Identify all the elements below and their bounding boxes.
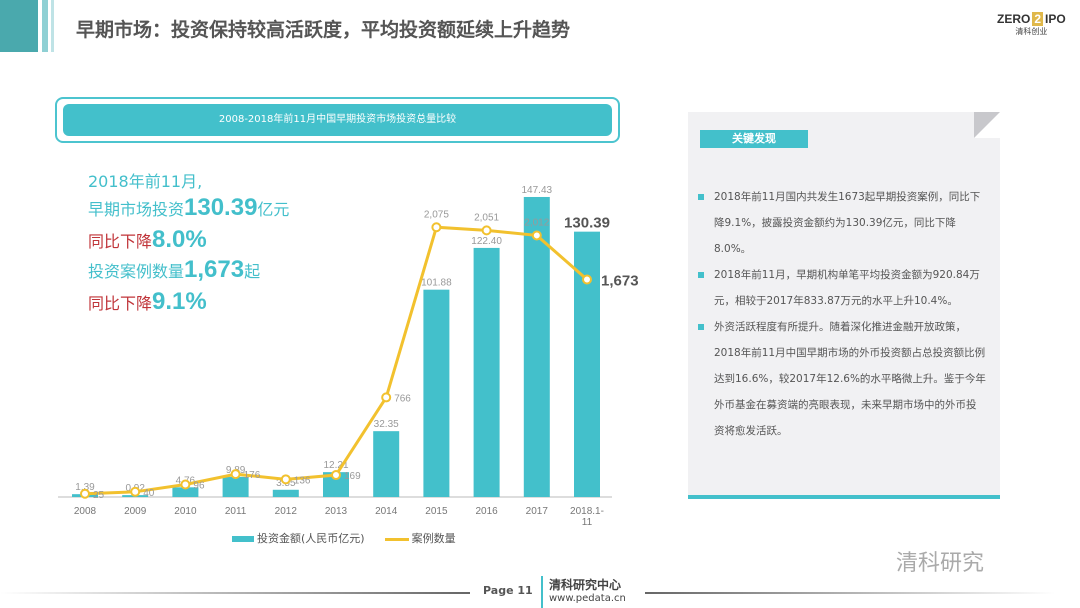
bar	[473, 247, 500, 497]
x-tick-label: 11	[582, 517, 593, 528]
bar-label: 1.39	[75, 482, 95, 493]
count-point	[180, 479, 191, 490]
count-label: 766	[394, 393, 411, 404]
count-point	[582, 274, 592, 285]
count-point	[280, 474, 291, 485]
count-point	[230, 469, 241, 480]
panel-title: 关键发现	[700, 130, 808, 148]
chart-title: 2008-2018年前11月中国早期投资市场投资总量比较	[63, 104, 612, 136]
count-label: 2,075	[424, 209, 449, 220]
bar-label: 130.39	[564, 215, 610, 232]
bar-label: 147.43	[522, 185, 553, 196]
bar-label: 12.21	[323, 460, 348, 471]
bar	[222, 476, 249, 497]
count-label: 96	[193, 481, 205, 492]
x-tick-label: 2012	[275, 506, 298, 517]
x-tick-label: 2016	[475, 506, 498, 517]
x-tick-label: 2017	[526, 506, 549, 517]
count-point	[381, 392, 392, 403]
chart-header-box: 2008-2018年前11月中国早期投资市场投资总量比较	[55, 97, 620, 143]
decor-stripe	[42, 0, 48, 52]
page-number: Page 11	[483, 584, 533, 597]
bar	[523, 196, 550, 497]
count-label: 1,673	[601, 273, 639, 290]
count-label: 40	[143, 488, 155, 499]
count-label: 2,051	[474, 212, 499, 223]
highlight-count-change: 同比下降9.1%	[88, 288, 207, 315]
x-tick-label: 2015	[425, 506, 448, 517]
x-tick-label: 2011	[225, 506, 247, 517]
bar	[172, 487, 199, 497]
count-label: 25	[93, 490, 105, 501]
highlight-count: 投资案例数量1,673起	[88, 256, 261, 283]
count-point	[481, 225, 492, 236]
highlight-line: 2018年前11月,	[88, 172, 203, 191]
key-findings-panel: 关键发现 2018年前11月国内共发生1673起早期投资案例，同比下降9.1%，…	[688, 112, 1000, 499]
footer: Page 11 清科研究中心 www.pedata.cn	[0, 568, 1080, 608]
bar	[423, 289, 450, 497]
x-tick-label: 2014	[375, 506, 398, 517]
highlight-amount-change: 同比下降8.0%	[88, 226, 207, 253]
combo-chart: 1.3920080.9220094.7620109.8920113.552012…	[58, 185, 639, 528]
count-point	[80, 488, 90, 499]
decor-stripe	[51, 0, 54, 52]
finding-item: 2018年前11月，早期机构单笔平均投资金额为920.84万元，相较于2017年…	[698, 262, 986, 314]
count-label: 176	[244, 470, 261, 481]
finding-item: 2018年前11月国内共发生1673起早期投资案例，同比下降9.1%，披露投资金…	[698, 184, 986, 262]
legend-item-count: 案例数量	[384, 530, 456, 546]
bar	[272, 489, 299, 497]
folded-corner	[974, 112, 1000, 138]
legend: 投资金额(人民币亿元) 案例数量	[232, 530, 456, 546]
highlight-amount: 早期市场投资130.39亿元	[88, 194, 290, 221]
x-tick-label: 2009	[124, 506, 147, 517]
decor-stripe	[0, 0, 38, 52]
footer-org: 清科研究中心	[549, 578, 622, 592]
bar-label: 101.88	[421, 278, 452, 289]
count-label: 136	[294, 475, 311, 486]
x-tick-label: 2018.1-	[570, 506, 604, 517]
count-label: 2,012	[524, 217, 549, 228]
bar-label: 32.35	[374, 419, 399, 430]
bar	[373, 431, 400, 497]
count-point	[130, 486, 141, 497]
finding-item: 外资活跃程度有所提升。随着深化推进金融开放政策，2018年前11月中国早期市场的…	[698, 314, 986, 444]
logo: ZERO 2 IPO 清科创业	[997, 12, 1066, 36]
x-tick-label: 2010	[174, 506, 197, 517]
count-point	[531, 230, 542, 241]
x-tick-label: 2013	[325, 506, 348, 517]
count-label: 169	[344, 471, 361, 482]
count-point	[431, 222, 442, 233]
count-point	[331, 470, 341, 481]
watermark: 清科研究	[896, 551, 985, 576]
legend-item-amount: 投资金额(人民币亿元)	[232, 530, 365, 546]
footer-url: www.pedata.cn	[549, 593, 626, 604]
page-title: 早期市场：投资保持较高活跃度，平均投资额延续上升趋势	[76, 19, 571, 41]
bar-label: 122.40	[471, 236, 502, 247]
x-tick-label: 2008	[74, 506, 97, 517]
count-line	[84, 225, 588, 496]
